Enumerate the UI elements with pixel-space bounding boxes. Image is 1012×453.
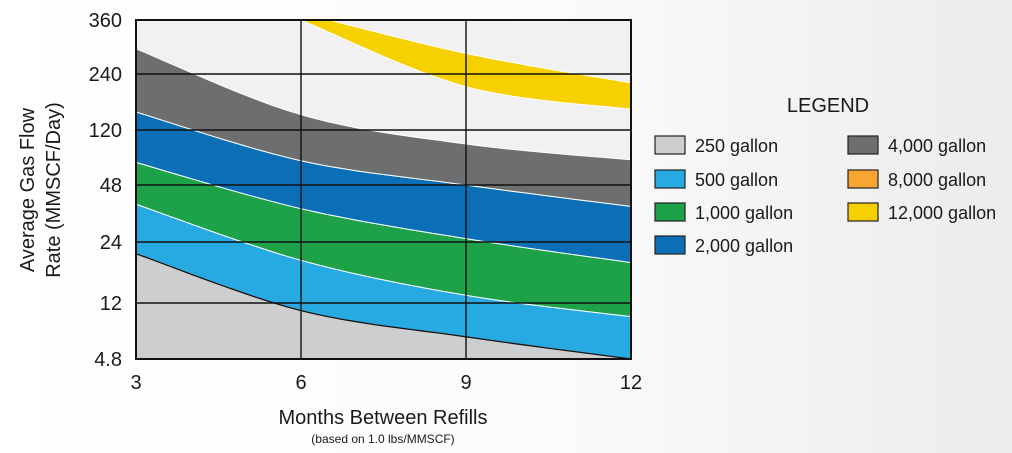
- legend-item-500-gallon: 500 gallon: [654, 169, 778, 190]
- legend-item-12-000-gallon: 12,000 gallon: [847, 202, 996, 223]
- legend-swatch: [847, 135, 879, 155]
- legend-item-4-000-gallon: 4,000 gallon: [847, 135, 986, 156]
- y-axis-title-line-2: Rate (MMSCF/Day): [43, 102, 65, 278]
- legend-swatch: [847, 202, 879, 222]
- band-4-000-gallon: [136, 48, 631, 207]
- legend-swatch: [847, 169, 879, 189]
- legend-label: 4,000 gallon: [888, 136, 986, 156]
- legend-item-8-000-gallon: 8,000 gallon: [847, 169, 986, 190]
- legend-label: 12,000 gallon: [888, 203, 996, 223]
- legend-item-250-gallon: 250 gallon: [654, 135, 778, 156]
- legend-swatch: [654, 169, 686, 189]
- grid-layer: [136, 20, 631, 359]
- y-tick-label-4.8: 4.8: [94, 349, 122, 371]
- y-axis-title: Average Gas Flow Rate (MMSCF/Day): [17, 102, 65, 278]
- x-axis-ticks: 3 6 9 12: [130, 372, 642, 394]
- y-tick-label-360: 360: [89, 10, 122, 32]
- legend-label: 500 gallon: [695, 170, 778, 190]
- y-tick-label-48: 48: [100, 175, 122, 197]
- x-axis-note: (based on 1.0 lbs/MMSCF): [311, 432, 454, 446]
- legend-label: 8,000 gallon: [888, 170, 986, 190]
- y-tick-label-24: 24: [100, 232, 122, 254]
- legend-label: 250 gallon: [695, 136, 778, 156]
- band-layer: [136, 20, 631, 359]
- x-tick-label-12: 12: [620, 372, 642, 394]
- x-tick-label-3: 3: [130, 372, 141, 394]
- x-tick-label-6: 6: [295, 372, 306, 394]
- y-axis-title-line-1: Average Gas Flow: [17, 107, 39, 272]
- legend-swatch: [654, 235, 686, 255]
- y-tick-label-120: 120: [89, 120, 122, 142]
- legend-title: LEGEND: [787, 95, 869, 117]
- y-tick-label-12: 12: [100, 293, 122, 315]
- legend: 250 gallon 500 gallon 1,000 gallon 2,000 ga…: [654, 135, 996, 256]
- legend-item-1-000-gallon: 1,000 gallon: [654, 202, 793, 223]
- legend-label: 2,000 gallon: [695, 236, 793, 256]
- boundary-line-250-gallon: [136, 253, 631, 359]
- x-tick-label-9: 9: [460, 372, 471, 394]
- legend-swatch: [654, 135, 686, 155]
- legend-label: 1,000 gallon: [695, 203, 793, 223]
- legend-item-2-000-gallon: 2,000 gallon: [654, 235, 793, 256]
- legend-swatch: [654, 202, 686, 222]
- x-axis-title: Months Between Refills: [279, 407, 488, 429]
- y-tick-label-240: 240: [89, 64, 122, 86]
- plot-frame: [135, 19, 632, 360]
- y-axis-ticks: 360 240 120 48 24 12 4.8: [89, 10, 122, 371]
